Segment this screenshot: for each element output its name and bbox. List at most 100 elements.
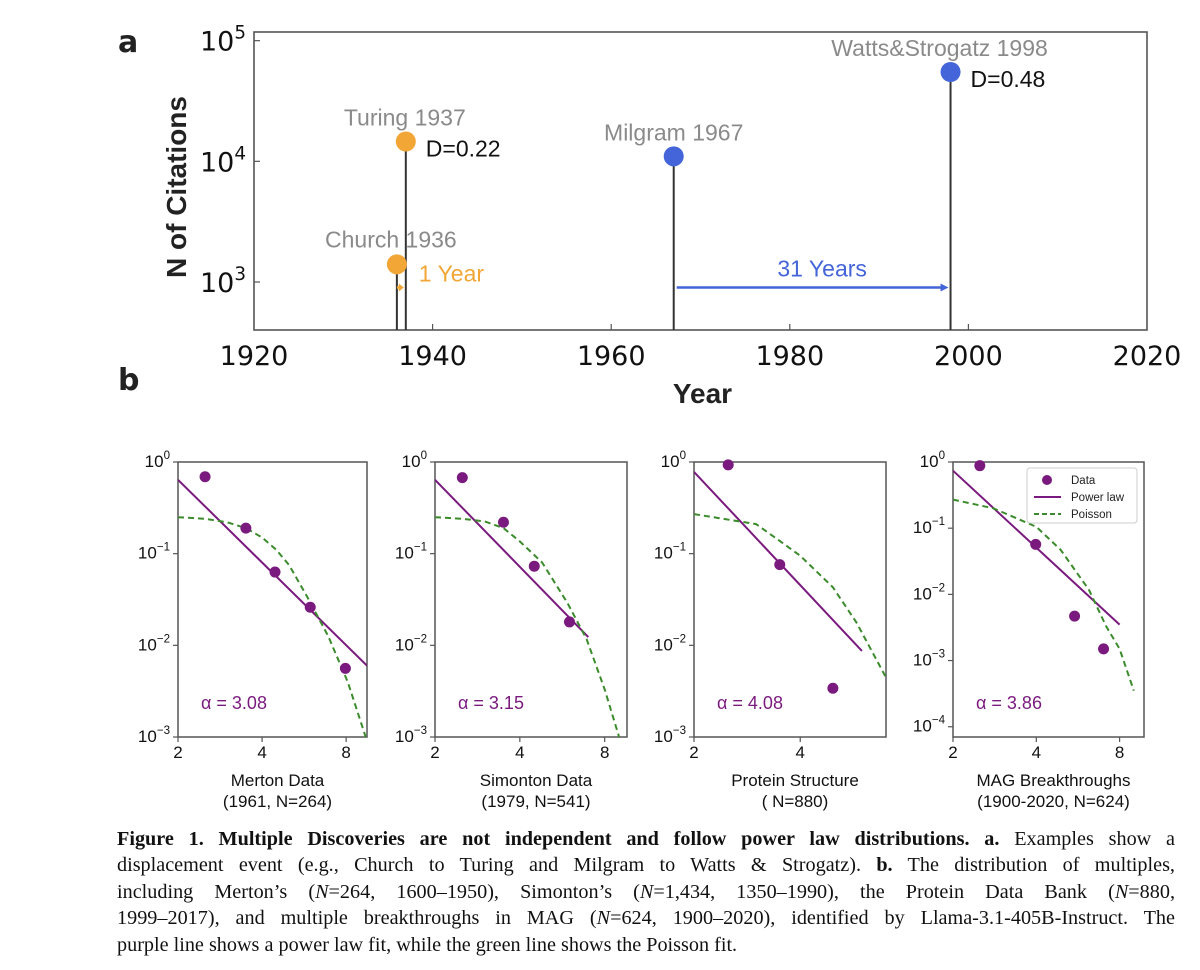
data-point <box>1030 538 1042 550</box>
data-point <box>774 559 786 571</box>
point-label: Turing 1937 <box>344 104 466 130</box>
y-tick-label: 10−1 <box>395 542 427 563</box>
x-axis-subtitle: (1979, N=541) <box>481 792 590 811</box>
x-tick-label: 2 <box>173 743 182 762</box>
data-point <box>304 601 316 613</box>
data-point <box>827 682 839 694</box>
plot-area <box>435 479 621 737</box>
y-tick-label: 10−3 <box>654 725 686 746</box>
x-tick-label: 4 <box>795 743 804 762</box>
caption-line: purple line shows a power law fit, while… <box>117 932 1175 958</box>
x-axis-title: Simonton Data <box>480 771 593 790</box>
power-law-fit-line <box>435 479 590 638</box>
caption-italic-text: N <box>596 907 611 930</box>
x-tick-label: 8 <box>341 743 350 762</box>
legend-box <box>1026 467 1138 524</box>
gap-label: 31 Years <box>777 256 867 282</box>
y-tick-label: 10−2 <box>913 582 945 603</box>
x-axis-title: Merton Data <box>231 771 325 790</box>
y-tick-label: 10−2 <box>395 633 427 654</box>
x-tick-label: 4 <box>515 743 524 762</box>
panel-a-y-ticks: 103 104 105 <box>200 23 260 299</box>
alpha-annotation: α = 4.08 <box>717 693 783 713</box>
data-point <box>1069 610 1081 622</box>
data-point <box>497 516 509 528</box>
data-point <box>339 662 351 674</box>
data-point <box>199 471 211 483</box>
y-tick-label: 104 <box>200 143 246 178</box>
panel-a-x-axis-title: Year <box>673 378 732 409</box>
x-tick-label: 1940 <box>398 341 467 372</box>
alpha-annotation: α = 3.15 <box>458 693 524 713</box>
x-tick-label: 8 <box>1115 743 1124 762</box>
caption-line: 1999–2017), and multiple breakthroughs i… <box>117 905 1175 931</box>
x-axis-subtitle: ( N=880) <box>762 792 829 811</box>
figure-canvas: a b 103 104 105 1920 1940 1960 1980 2000 2020 C… <box>118 23 1181 811</box>
y-tick-label: 10−1 <box>138 542 170 563</box>
caption-text: =1,434, 1350–1990), the Protein Data Ban… <box>653 880 1115 903</box>
y-tick-label: 10−2 <box>138 633 170 654</box>
caption-text: =624, 1900–2020), identified by Llama-3.… <box>610 907 1175 930</box>
y-tick-label: 10−2 <box>654 633 686 654</box>
x-axis-subtitle: (1900-2020, N=624) <box>977 792 1130 811</box>
gap-label: 1 Year <box>419 261 485 287</box>
x-tick-label: 4 <box>1032 743 1041 762</box>
subplot-b2: 100 10−1 10−2 10−32 4 8 Simonton Data (1979, N=… <box>395 450 628 811</box>
panel-label-a: a <box>118 25 138 60</box>
legend-data-marker <box>1042 475 1052 485</box>
data-point <box>240 522 252 534</box>
plot-frame <box>434 461 628 738</box>
x-tick-label: 8 <box>600 743 609 762</box>
x-tick-label: 2 <box>430 743 439 762</box>
y-tick-label: 10−1 <box>913 516 945 537</box>
caption-text: =264, 1600–1950), Simonton’s ( <box>328 880 640 903</box>
data-point-marker <box>940 61 961 82</box>
x-axis-title: MAG Breakthroughs <box>976 771 1130 790</box>
data-point <box>269 566 281 578</box>
legend-label: Poisson <box>1071 509 1112 521</box>
caption-bold-text: Figure 1. Multiple Discoveries are not i… <box>117 828 1000 850</box>
panel-a-x-ticks: 1920 1940 1960 1980 2000 2020 <box>220 324 1182 372</box>
figure-caption: Figure 1. Multiple Discoveries are not i… <box>117 826 1175 958</box>
caption-text: =880, <box>1128 880 1175 903</box>
data-point <box>528 560 540 572</box>
data-point <box>974 460 986 472</box>
y-tick-label: 100 <box>920 450 945 471</box>
x-tick-label: 1920 <box>220 341 289 372</box>
x-tick-label: 4 <box>257 743 266 762</box>
caption-bold-text: b. <box>876 854 893 877</box>
plot-frame <box>693 461 887 738</box>
panel-label-b: b <box>118 363 139 398</box>
subplot-b4: 100 10−1 10−2 10−3 10−42 4 8 MAG Breakthroughs (… <box>913 450 1145 811</box>
x-axis-title: Protein Structure <box>731 771 859 790</box>
displacement-d-value: D=0.48 <box>971 66 1046 92</box>
data-point <box>456 472 468 484</box>
plot-frame <box>952 461 1145 738</box>
x-tick-label: 2000 <box>934 341 1003 372</box>
poisson-fit-line <box>694 513 886 677</box>
x-tick-label: 2 <box>689 743 698 762</box>
alpha-annotation: α = 3.86 <box>976 693 1042 713</box>
y-tick-label: 10−3 <box>913 649 945 670</box>
legend-label: Power law <box>1071 492 1125 504</box>
data-point-marker <box>395 131 416 152</box>
plot-area <box>694 471 886 677</box>
data-point <box>563 616 575 628</box>
subplot-b3: 100 10−1 10−2 10−32 4 Protein Structure ( N=88… <box>654 450 887 811</box>
caption-line: displacement event (e.g., Church to Turi… <box>117 852 1175 878</box>
data-point <box>1098 643 1110 655</box>
caption-text: Examples show a <box>999 828 1175 850</box>
y-tick-label: 10−3 <box>395 725 427 746</box>
point-label: Church 1936 <box>325 226 457 252</box>
x-tick-label: 2 <box>948 743 957 762</box>
caption-text: The distribution of multiples, <box>892 854 1175 877</box>
y-tick-label: 100 <box>661 450 686 471</box>
panel-a-chart: 103 104 105 1920 1940 1960 1980 2000 2020 Churc… <box>161 23 1181 409</box>
y-tick-label: 103 <box>200 264 246 299</box>
x-tick-label: 2020 <box>1113 341 1182 372</box>
subplot-b1: 100 10−1 10−2 10−32 4 8 Merton Data (1961, N=26… <box>138 450 368 811</box>
panel-a-marks: Church 1936 Turing 1937 D=0.22 Milgram 1967… <box>325 35 1048 330</box>
y-tick-label: 100 <box>145 450 170 471</box>
caption-text: 1999–2017), and multiple breakthroughs i… <box>117 907 597 930</box>
